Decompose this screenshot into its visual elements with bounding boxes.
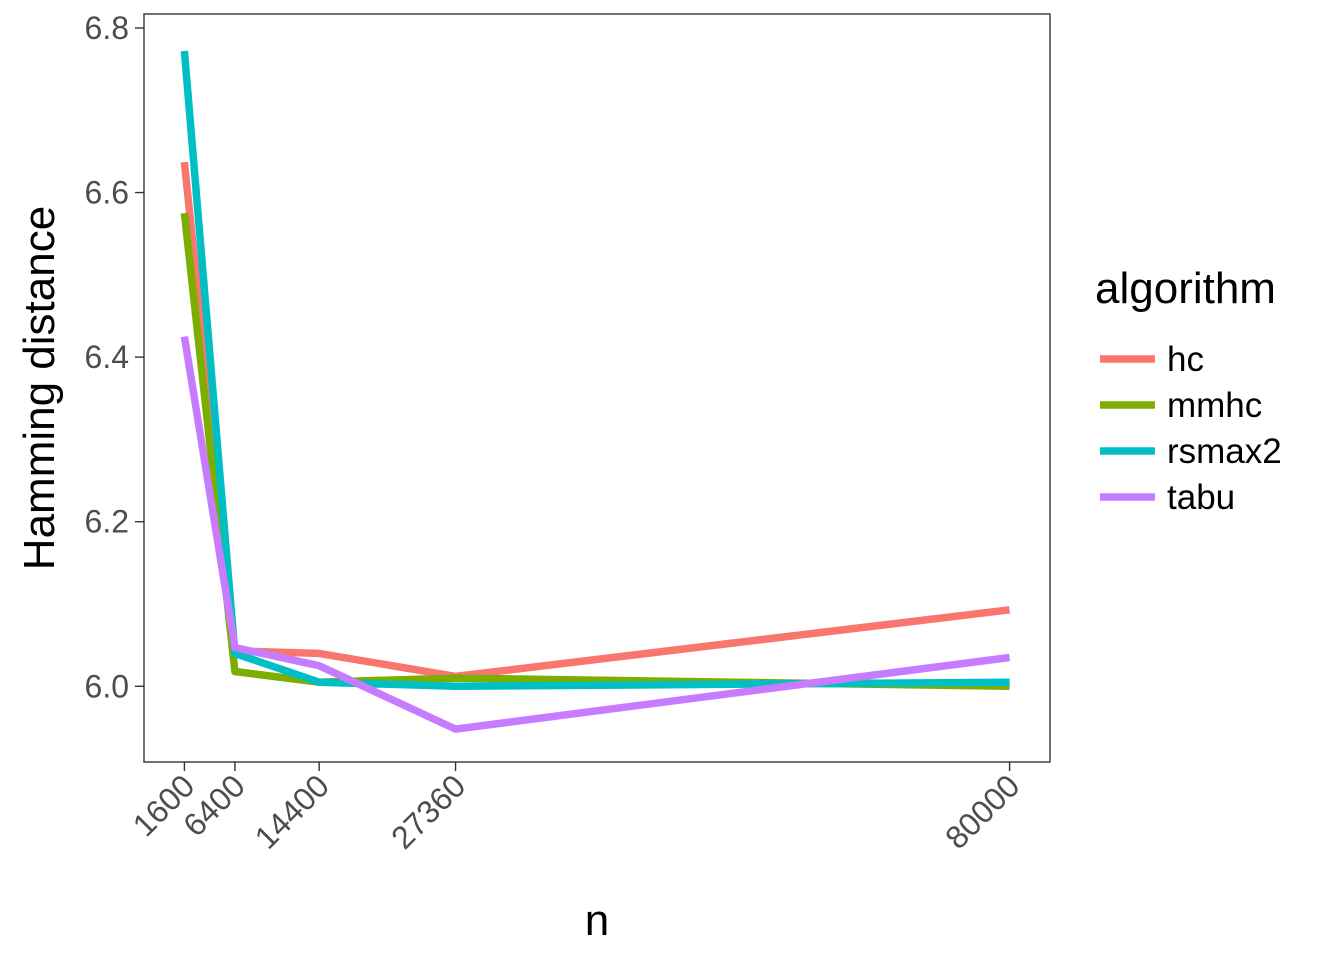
legend-title: algorithm xyxy=(1095,264,1276,313)
x-axis-title: n xyxy=(585,896,609,945)
y-tick-label-6-2: 6.2 xyxy=(85,504,129,540)
x-tick-label-80000: 80000 xyxy=(938,767,1026,855)
series-layer xyxy=(180,50,1011,733)
y-axis-title: Hamming distance xyxy=(15,206,64,570)
legend-label-hc: hc xyxy=(1167,340,1204,379)
y-axis: 6.0 6.2 6.4 6.6 6.8 xyxy=(85,10,144,704)
series-line-rsmax2 xyxy=(180,50,1010,691)
legend-label-rsmax2: rsmax2 xyxy=(1167,432,1282,471)
x-tick-label-27360: 27360 xyxy=(384,767,472,855)
y-tick-label-6-8: 6.8 xyxy=(85,10,129,46)
legend-label-tabu: tabu xyxy=(1167,478,1235,517)
y-tick-label-6-6: 6.6 xyxy=(85,175,129,211)
y-tick-label-6-4: 6.4 xyxy=(85,339,129,375)
x-tick-label-14400: 14400 xyxy=(248,767,336,855)
legend: algorithm hc mmhc rsmax2 tabu xyxy=(1095,264,1282,517)
y-tick-label-6-0: 6.0 xyxy=(85,668,129,704)
legend-label-mmhc: mmhc xyxy=(1167,386,1262,425)
plot-panel-border xyxy=(143,13,1051,763)
series-line-tabu xyxy=(180,335,1011,733)
plot-background xyxy=(144,14,1050,762)
x-tick-label-6400: 6400 xyxy=(176,767,252,843)
